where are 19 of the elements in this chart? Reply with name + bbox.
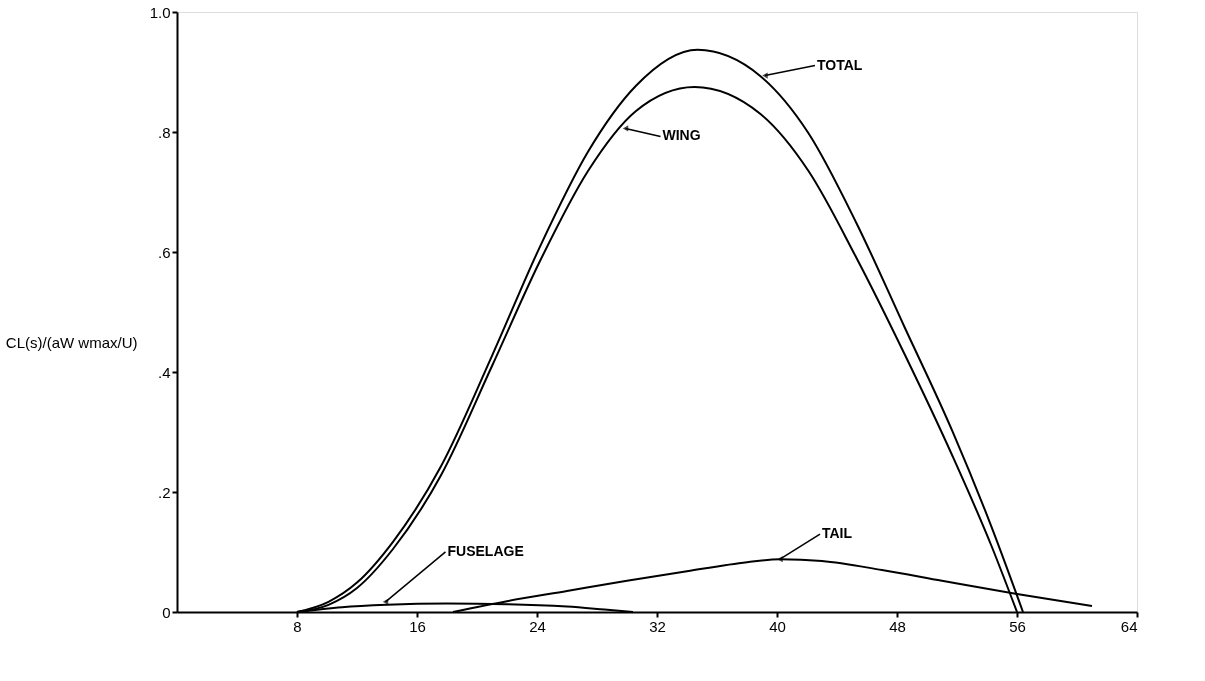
annotation: TAIL <box>822 525 853 542</box>
y-tick-label: 1.0 <box>149 3 171 21</box>
x-tick-label: 64 <box>1120 617 1138 635</box>
y-tick-label: .4 <box>157 363 171 381</box>
x-tick-label: 56 <box>1009 617 1026 635</box>
y-axis-title: CL(s)/(aW wmax/U) <box>5 333 138 351</box>
y-tick-label: .2 <box>157 483 171 501</box>
x-tick-label: 24 <box>529 617 546 635</box>
annotation: WING <box>662 127 701 144</box>
y-tick-label: .6 <box>157 243 171 261</box>
annotation: FUSELAGE <box>447 542 524 559</box>
x-tick-label: 40 <box>769 617 786 635</box>
y-tick-label: 0 <box>162 603 171 621</box>
annotation: TOTAL <box>817 56 863 73</box>
x-tick-label: 32 <box>649 617 666 635</box>
x-tick-label: 8 <box>293 617 302 635</box>
x-tick-label: 16 <box>409 617 426 635</box>
y-tick-label: .8 <box>157 123 171 141</box>
x-tick-label: 48 <box>889 617 906 635</box>
